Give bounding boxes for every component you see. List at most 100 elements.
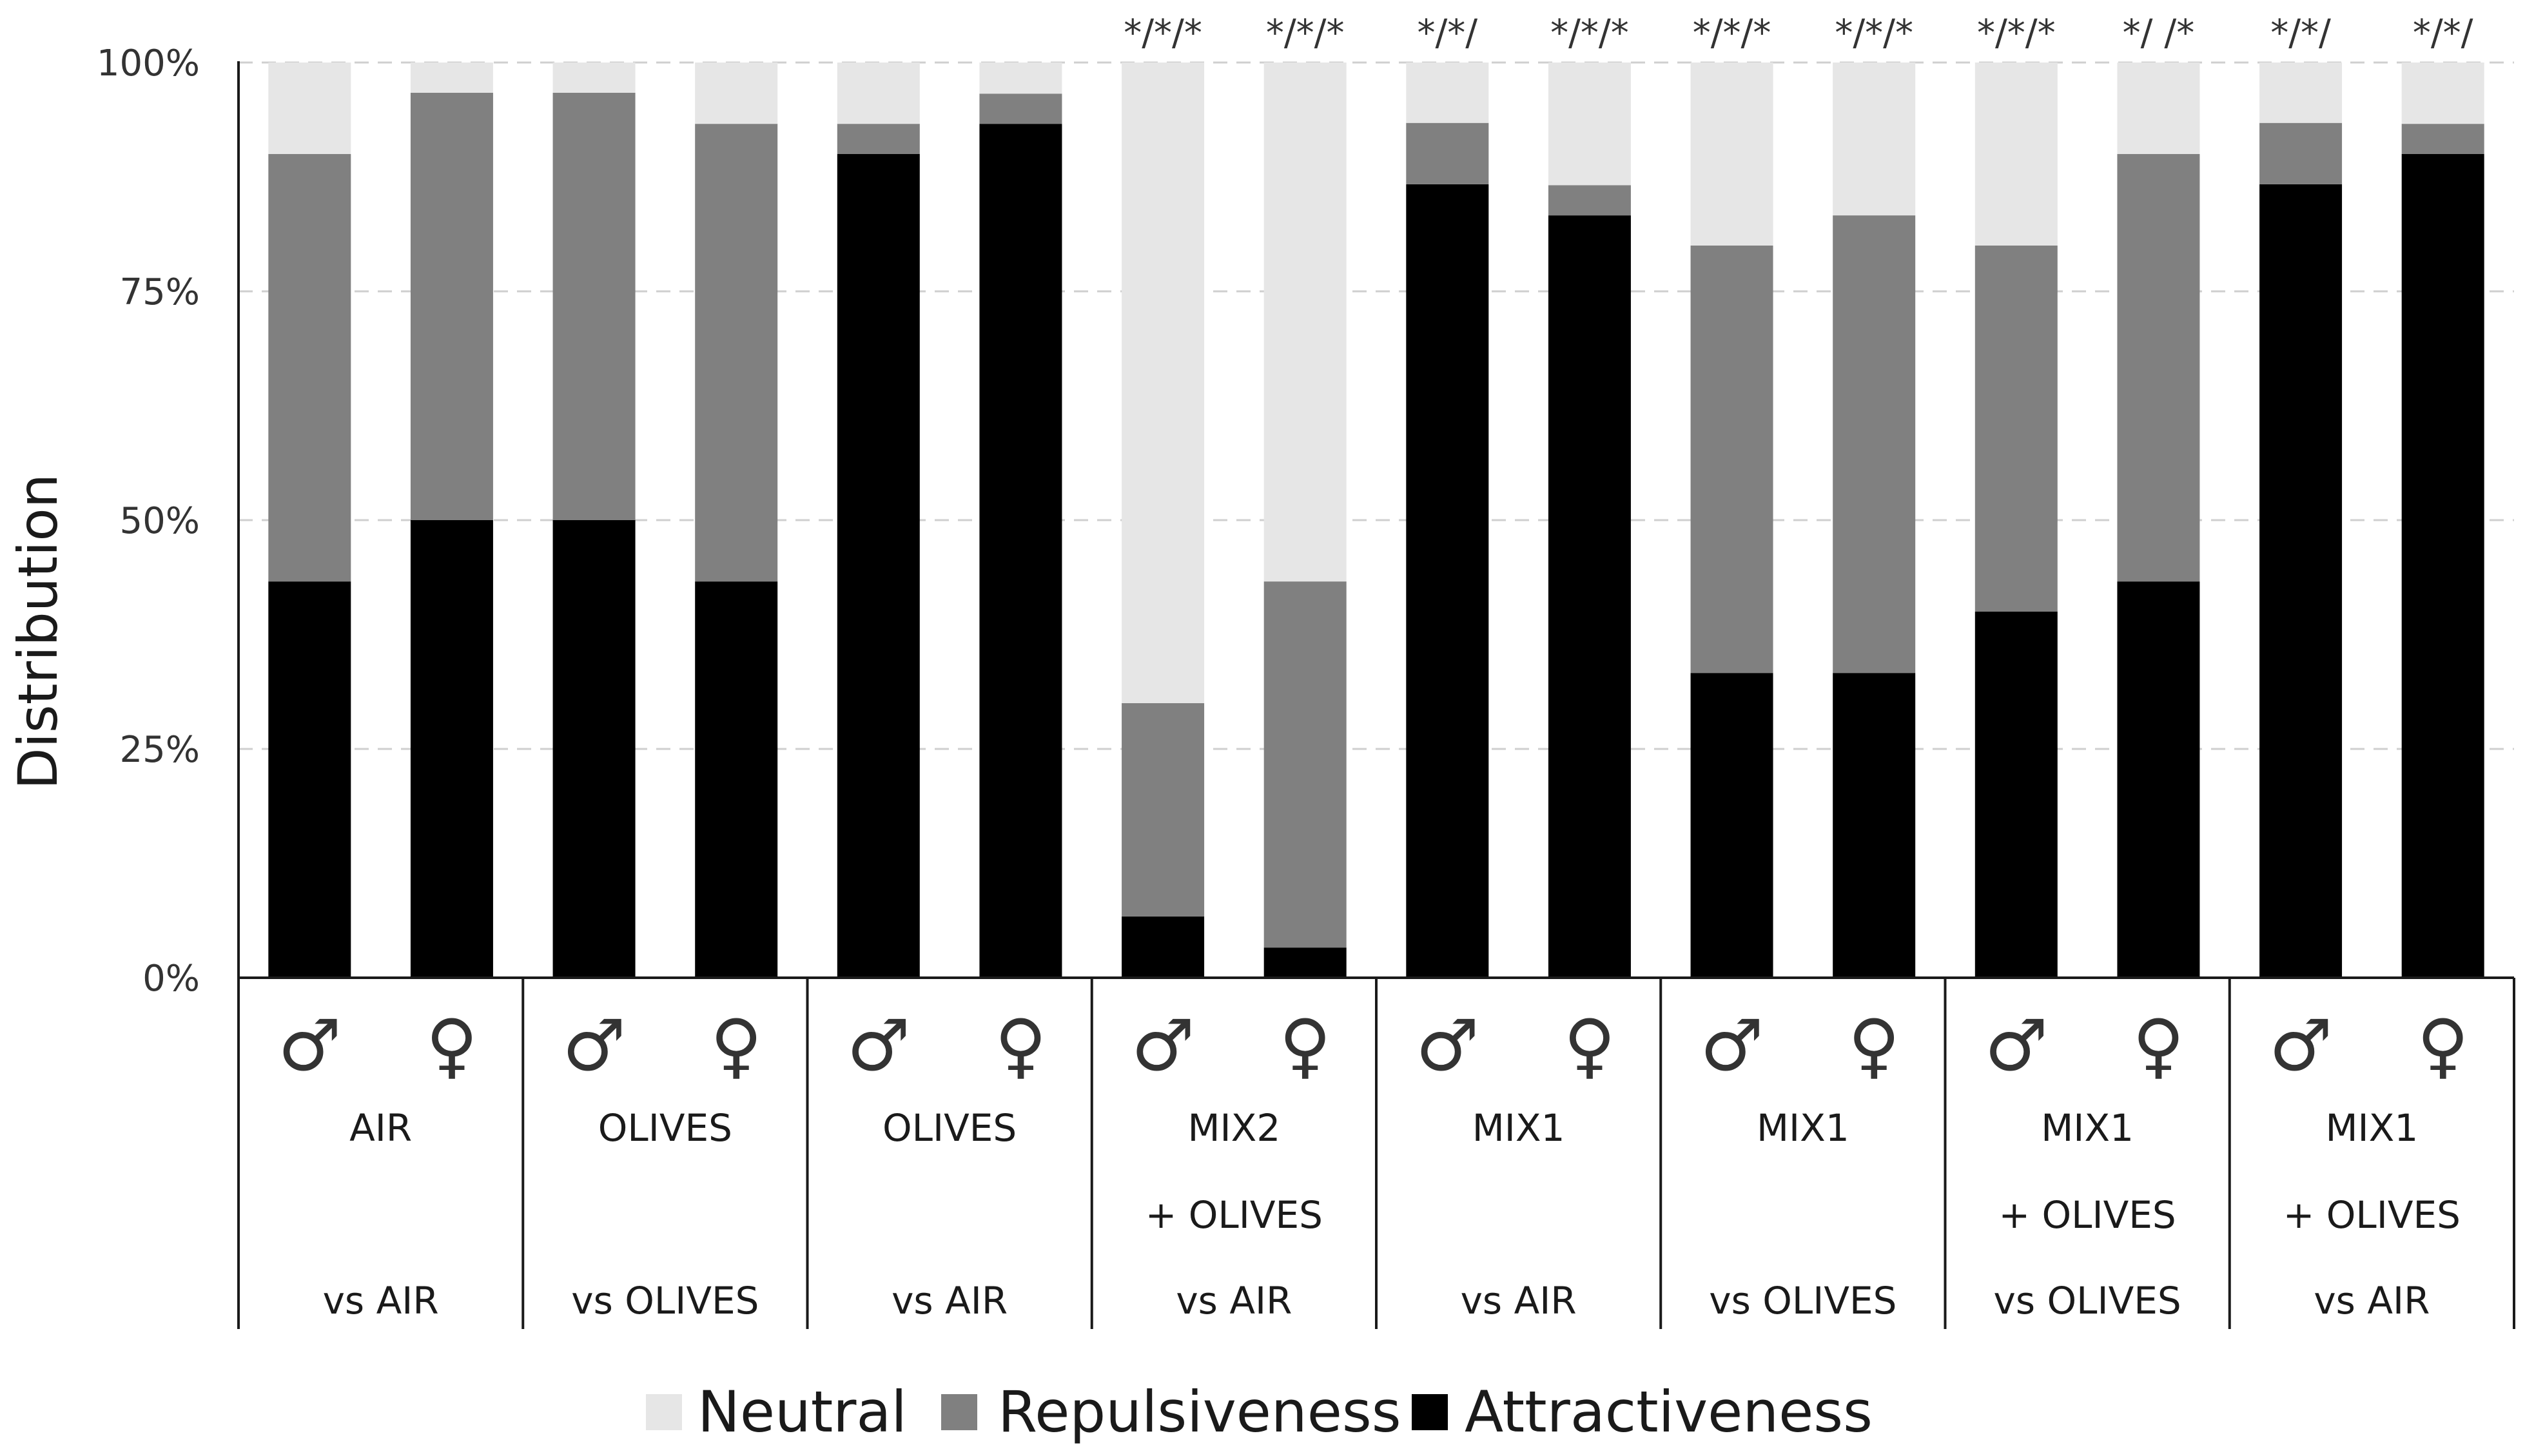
bar-neutral-2 bbox=[410, 63, 493, 93]
female-symbol-12: ♀ bbox=[1848, 1004, 1900, 1087]
bar-attractiveness-2 bbox=[410, 520, 493, 978]
significance-label-8: */*/* bbox=[1266, 12, 1345, 54]
y-tick-label-100: 100% bbox=[97, 43, 200, 84]
female-symbol-6: ♀ bbox=[995, 1004, 1047, 1087]
legend: Neutral Repulsiveness Attractiveness bbox=[646, 1379, 1873, 1445]
bar-attractiveness-10 bbox=[1548, 215, 1631, 978]
group-2-line1: OLIVES bbox=[598, 1106, 732, 1150]
bar-repulsiveness-14 bbox=[2117, 154, 2200, 582]
bar-neutral-10 bbox=[1548, 63, 1631, 186]
bar-neutral-7 bbox=[1122, 63, 1205, 703]
group-8-line3: vs AIR bbox=[2314, 1279, 2430, 1323]
bar-neutral-16 bbox=[2401, 63, 2484, 124]
bar-neutral-14 bbox=[2117, 63, 2200, 154]
group-2-line3: vs OLIVES bbox=[571, 1279, 759, 1323]
bar-repulsiveness-5 bbox=[837, 124, 920, 154]
y-tick-label-50: 50% bbox=[120, 500, 200, 542]
bar-neutral-11 bbox=[1690, 63, 1773, 246]
bar-neutral-15 bbox=[2259, 63, 2343, 123]
bar-repulsiveness-1 bbox=[268, 154, 351, 582]
bar-attractiveness-15 bbox=[2259, 184, 2343, 978]
bar-neutral-12 bbox=[1833, 63, 1916, 216]
bar-repulsiveness-4 bbox=[695, 124, 778, 582]
bar-neutral-5 bbox=[837, 63, 920, 124]
bar-attractiveness-6 bbox=[979, 124, 1062, 978]
significance-label-12: */*/* bbox=[1835, 12, 1913, 54]
group-1-line3: vs AIR bbox=[323, 1279, 439, 1323]
female-symbol-2: ♀ bbox=[426, 1004, 478, 1087]
group-7-line1: MIX1 bbox=[2041, 1106, 2134, 1150]
legend-swatch-attractiveness bbox=[1412, 1394, 1448, 1430]
bars bbox=[268, 63, 2484, 978]
male-symbol-7: ♂ bbox=[1131, 1004, 1195, 1087]
bar-attractiveness-9 bbox=[1406, 184, 1489, 978]
bar-repulsiveness-2 bbox=[410, 92, 493, 521]
bar-repulsiveness-3 bbox=[552, 92, 636, 521]
group-3-line1: OLIVES bbox=[882, 1106, 1017, 1150]
male-symbol-3: ♂ bbox=[562, 1004, 626, 1087]
bar-attractiveness-14 bbox=[2117, 581, 2200, 978]
significance-label-13: */*/* bbox=[1977, 12, 2056, 54]
significance-label-14: */ /* bbox=[2123, 12, 2195, 54]
legend-swatch-neutral bbox=[646, 1394, 682, 1430]
bar-repulsiveness-7 bbox=[1122, 703, 1205, 917]
legend-label-attractiveness: Attractiveness bbox=[1465, 1379, 1873, 1445]
female-symbol-4: ♀ bbox=[710, 1004, 763, 1087]
legend-label-neutral: Neutral bbox=[697, 1379, 907, 1445]
group-7-line2: + OLIVES bbox=[1999, 1193, 2176, 1237]
male-symbol-13: ♂ bbox=[1985, 1004, 2049, 1087]
bar-repulsiveness-6 bbox=[979, 93, 1062, 124]
legend-swatch-repulsiveness bbox=[941, 1394, 977, 1430]
significance-label-9: */*/ bbox=[1417, 12, 1477, 54]
group-4-line3: vs AIR bbox=[1176, 1279, 1292, 1323]
group-4-line2: + OLIVES bbox=[1146, 1193, 1323, 1237]
female-symbol-8: ♀ bbox=[1279, 1004, 1331, 1087]
bar-repulsiveness-12 bbox=[1833, 215, 1916, 674]
significance-label-11: */*/* bbox=[1693, 12, 1771, 54]
group-7-line3: vs OLIVES bbox=[1994, 1279, 2181, 1323]
male-symbol-9: ♂ bbox=[1416, 1004, 1479, 1087]
bar-neutral-6 bbox=[979, 63, 1062, 94]
group-4-line1: MIX2 bbox=[1187, 1106, 1280, 1150]
significance-labels: */*/* */*/* */*/ */*/* */*/* */*/* */*/* */ /* *… bbox=[1124, 12, 2473, 54]
male-symbol-1: ♂ bbox=[278, 1004, 342, 1087]
y-tick-label-25: 25% bbox=[120, 729, 200, 771]
group-8-line2: + OLIVES bbox=[2283, 1193, 2461, 1237]
sex-symbols: ♂ ♀ ♂ ♀ ♂ ♀ ♂ ♀ ♂ ♀ ♂ ♀ ♂ ♀ ♂ ♀ bbox=[278, 1004, 2469, 1087]
bar-attractiveness-7 bbox=[1122, 916, 1205, 978]
male-symbol-5: ♂ bbox=[847, 1004, 911, 1087]
bar-neutral-4 bbox=[695, 63, 778, 124]
y-axis-title: Distribution bbox=[6, 474, 70, 790]
bar-attractiveness-1 bbox=[268, 581, 351, 978]
bar-attractiveness-5 bbox=[837, 154, 920, 978]
bar-repulsiveness-8 bbox=[1263, 581, 1347, 948]
category-axis bbox=[237, 61, 2515, 1329]
bar-neutral-13 bbox=[1974, 63, 2058, 246]
group-6-line1: MIX1 bbox=[1757, 1106, 1849, 1150]
bar-attractiveness-4 bbox=[695, 581, 778, 978]
bar-attractiveness-11 bbox=[1690, 673, 1773, 978]
legend-label-repulsiveness: Repulsiveness bbox=[998, 1379, 1401, 1445]
bar-repulsiveness-10 bbox=[1548, 185, 1631, 216]
group-5-line1: MIX1 bbox=[1472, 1106, 1565, 1150]
bar-neutral-1 bbox=[268, 63, 351, 154]
significance-label-16: */*/ bbox=[2413, 12, 2473, 54]
bar-attractiveness-13 bbox=[1974, 612, 2058, 978]
bar-repulsiveness-9 bbox=[1406, 122, 1489, 184]
bar-repulsiveness-15 bbox=[2259, 122, 2343, 184]
group-3-line3: vs AIR bbox=[892, 1279, 1008, 1323]
bar-repulsiveness-16 bbox=[2401, 124, 2484, 154]
group-8-line1: MIX1 bbox=[2325, 1106, 2418, 1150]
significance-label-7: */*/* bbox=[1124, 12, 1202, 54]
female-symbol-14: ♀ bbox=[2132, 1004, 2185, 1087]
bar-neutral-8 bbox=[1263, 63, 1347, 582]
bar-attractiveness-8 bbox=[1263, 947, 1347, 978]
group-5-line3: vs AIR bbox=[1461, 1279, 1577, 1323]
significance-label-15: */*/ bbox=[2270, 12, 2331, 54]
y-tick-label-75: 75% bbox=[120, 271, 200, 313]
y-axis-ticks: 0% 25% 50% 75% 100% bbox=[97, 43, 200, 1000]
significance-label-10: */*/* bbox=[1550, 12, 1629, 54]
group-1-line1: AIR bbox=[349, 1106, 412, 1150]
bar-attractiveness-16 bbox=[2401, 154, 2484, 978]
